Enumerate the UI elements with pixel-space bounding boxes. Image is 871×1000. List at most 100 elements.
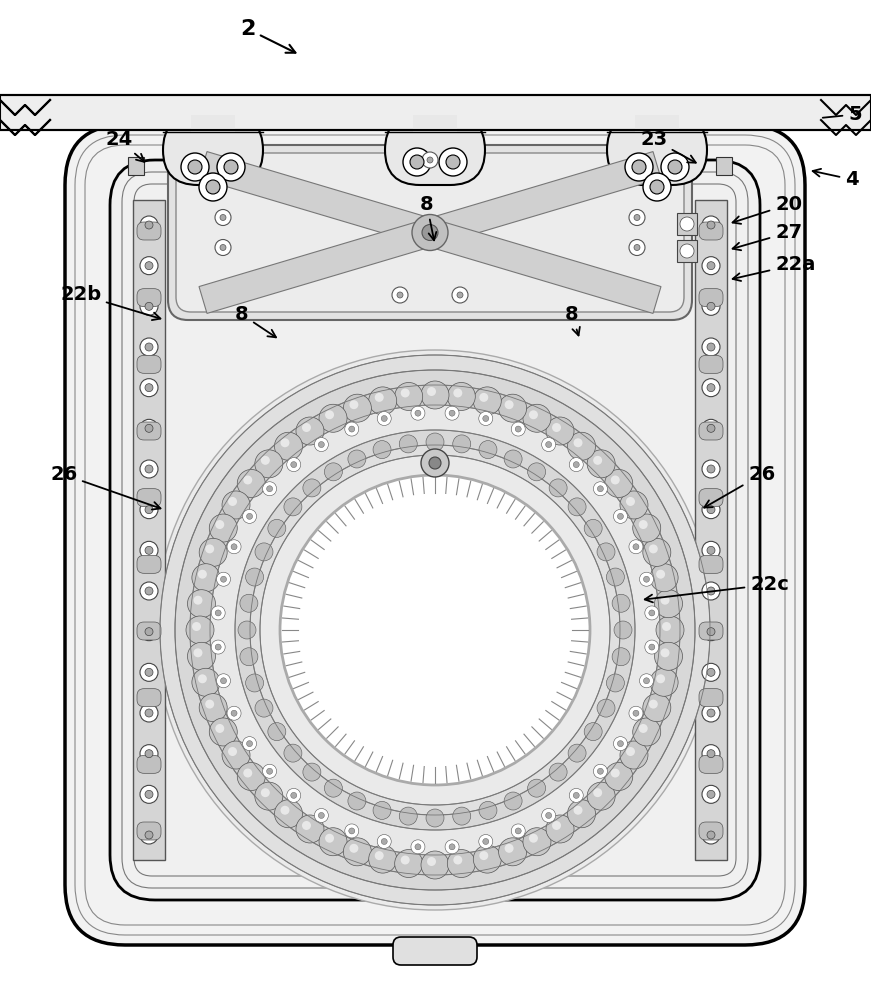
Circle shape [267,768,273,774]
Circle shape [242,509,257,523]
Circle shape [411,406,425,420]
Circle shape [284,744,302,762]
FancyBboxPatch shape [699,222,723,240]
Circle shape [448,850,476,878]
Circle shape [209,514,237,542]
Circle shape [210,405,660,855]
Circle shape [145,546,153,554]
FancyBboxPatch shape [385,115,485,185]
Circle shape [193,596,202,605]
Circle shape [483,416,489,422]
Circle shape [643,173,671,201]
Circle shape [192,668,219,696]
Circle shape [348,792,366,810]
Circle shape [650,564,679,592]
Circle shape [649,644,655,650]
Circle shape [268,519,286,537]
FancyBboxPatch shape [137,289,161,307]
Circle shape [448,382,476,410]
Circle shape [373,801,391,819]
Circle shape [668,160,682,174]
Circle shape [238,621,256,639]
Circle shape [504,400,514,409]
Circle shape [145,302,153,310]
Circle shape [479,441,497,459]
Circle shape [707,750,715,758]
Circle shape [246,568,264,586]
Circle shape [620,741,648,769]
Circle shape [291,792,297,798]
Circle shape [399,807,417,825]
Circle shape [422,225,438,240]
Circle shape [243,475,253,484]
Circle shape [140,663,158,681]
Circle shape [707,506,715,514]
Circle shape [632,514,661,542]
Circle shape [280,475,590,785]
Circle shape [145,343,153,351]
Circle shape [237,469,266,497]
Circle shape [397,292,403,298]
Circle shape [629,706,643,720]
Circle shape [626,747,635,756]
Circle shape [707,668,715,676]
Circle shape [587,450,615,478]
Circle shape [381,416,388,422]
Circle shape [429,457,441,469]
Circle shape [287,458,300,472]
Circle shape [193,648,202,657]
Circle shape [446,155,460,169]
Circle shape [235,430,635,830]
Circle shape [626,497,635,506]
Circle shape [426,809,444,827]
FancyBboxPatch shape [137,489,161,507]
Circle shape [612,594,630,612]
Polygon shape [199,219,434,313]
Circle shape [186,616,214,644]
Text: 22c: 22c [645,575,789,602]
Circle shape [145,790,153,798]
Circle shape [453,807,470,825]
FancyBboxPatch shape [137,222,161,240]
Circle shape [598,768,604,774]
Circle shape [427,857,436,866]
Circle shape [649,610,655,616]
Circle shape [303,763,321,781]
Circle shape [140,338,158,356]
FancyBboxPatch shape [137,822,161,840]
Circle shape [140,826,158,844]
Circle shape [445,840,459,854]
Circle shape [296,417,324,445]
Circle shape [702,826,720,844]
Circle shape [618,741,624,747]
Circle shape [140,419,158,437]
Circle shape [411,840,425,854]
Circle shape [145,465,153,473]
Circle shape [606,674,625,692]
Circle shape [217,572,231,586]
Circle shape [145,262,153,270]
Circle shape [542,808,556,822]
Circle shape [584,519,602,537]
Circle shape [528,779,545,797]
Text: 22a: 22a [733,255,815,281]
Circle shape [702,419,720,437]
Circle shape [498,838,527,866]
Circle shape [702,541,720,559]
FancyBboxPatch shape [163,115,263,185]
Circle shape [296,815,324,843]
Circle shape [680,244,694,258]
Text: 2: 2 [240,19,295,53]
Circle shape [593,788,602,797]
Circle shape [217,674,231,688]
Circle shape [215,644,221,650]
FancyBboxPatch shape [699,422,723,440]
Circle shape [220,678,226,684]
Circle shape [707,628,715,636]
Circle shape [680,217,694,231]
Circle shape [255,543,273,561]
Circle shape [421,851,449,879]
Circle shape [160,355,710,905]
Text: 8: 8 [565,305,580,335]
Circle shape [707,384,715,392]
